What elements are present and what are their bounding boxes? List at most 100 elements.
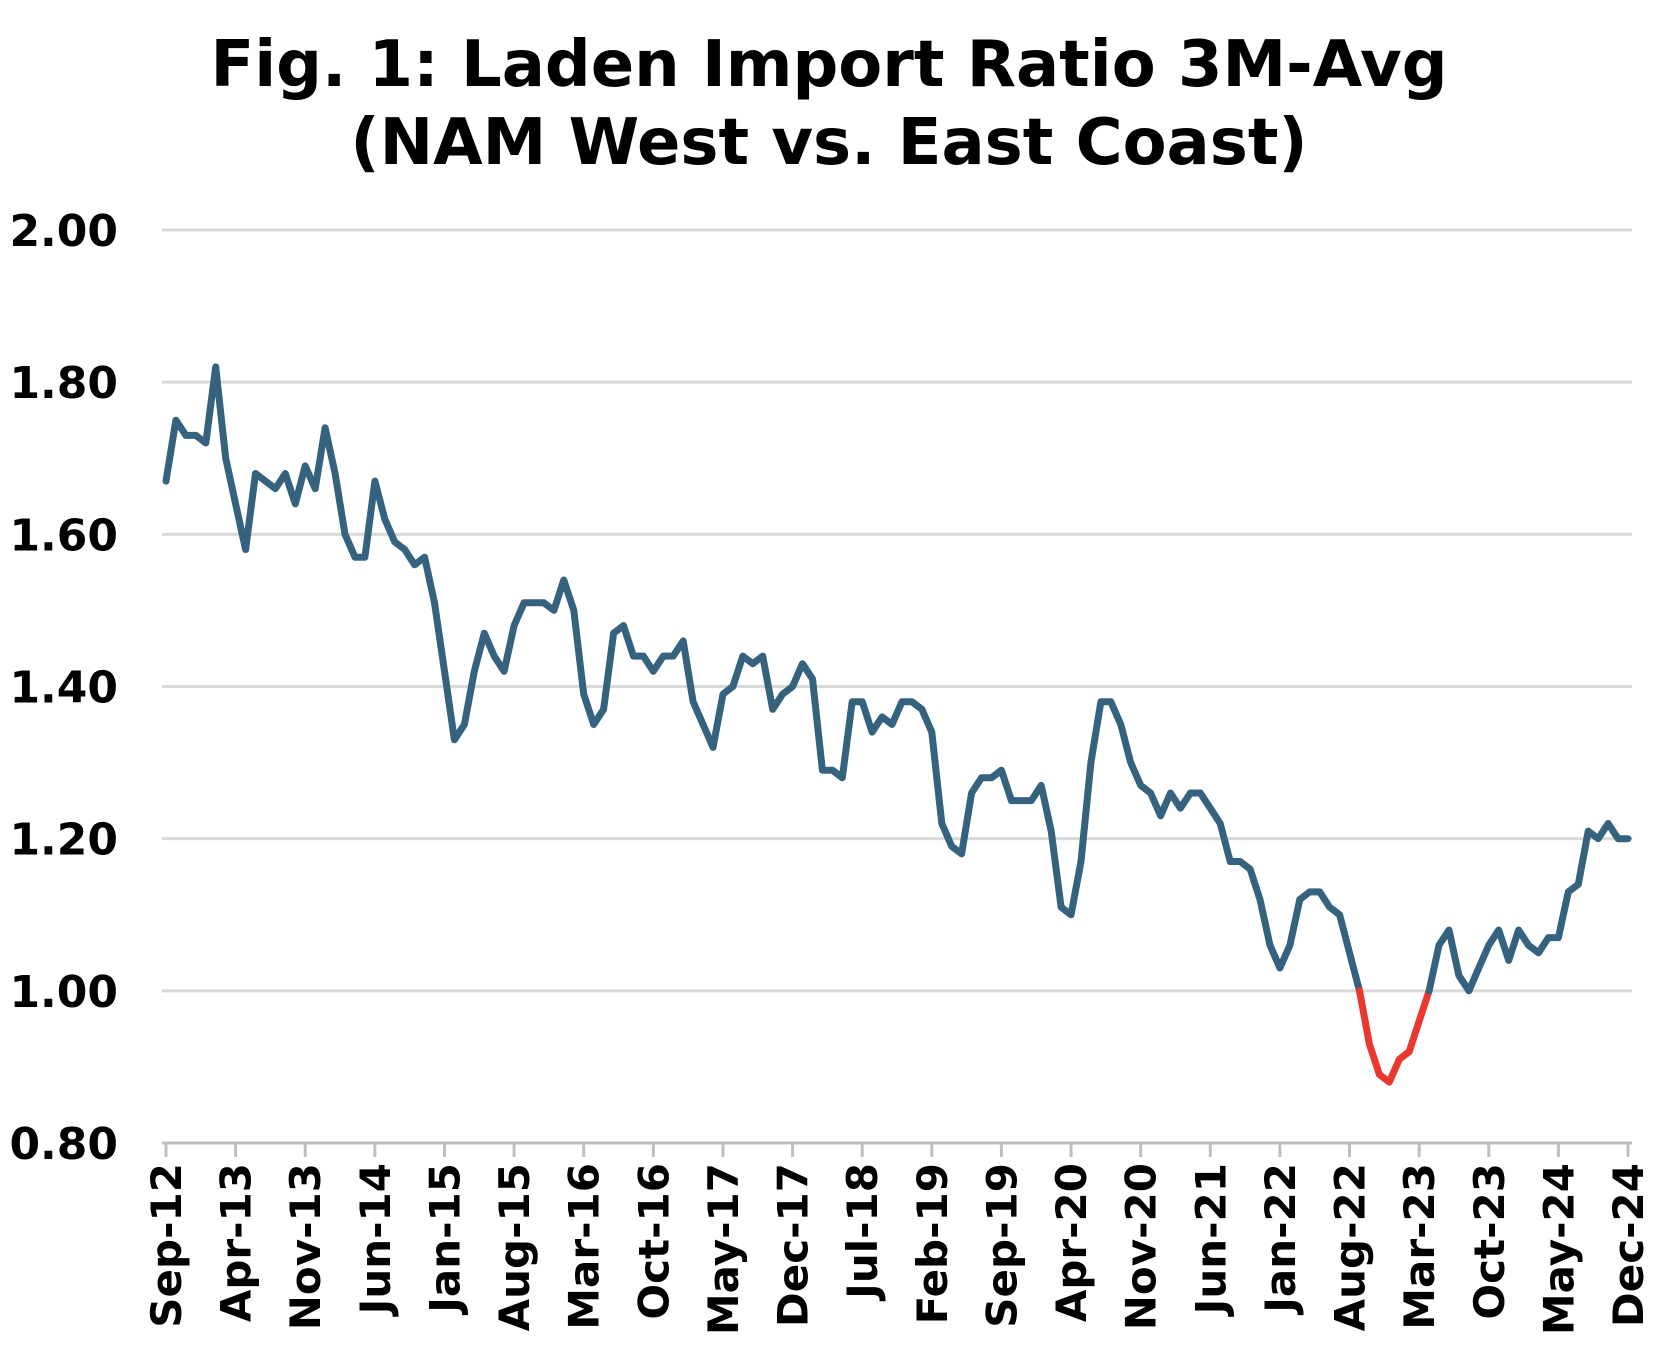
data-point xyxy=(710,744,716,750)
data-point xyxy=(183,432,189,438)
data-point xyxy=(909,699,915,705)
series-layer xyxy=(162,363,1632,1086)
data-point xyxy=(1078,858,1084,864)
data-point xyxy=(1526,942,1532,948)
data-point xyxy=(392,539,398,545)
data-point xyxy=(302,463,308,469)
data-point xyxy=(1466,988,1472,994)
data-point xyxy=(1595,836,1601,842)
data-point xyxy=(412,562,418,568)
data-point xyxy=(899,699,905,705)
data-point xyxy=(1456,973,1462,979)
data-point xyxy=(1287,942,1293,948)
data-point xyxy=(1436,942,1442,948)
x-tick-label: Sep-12 xyxy=(142,1163,191,1328)
data-point xyxy=(1158,813,1164,819)
data-point xyxy=(491,653,497,659)
data-point xyxy=(1317,889,1323,895)
x-axis: Sep-12 Apr-13 Nov-13 Jun-14 Jan-15 Aug-15 Mar-… xyxy=(142,1141,1653,1335)
chart-title: Fig. 1: Laden Import Ratio 3M-Avg (NAM W… xyxy=(0,26,1658,182)
data-point xyxy=(1177,805,1183,811)
data-point xyxy=(1008,798,1014,804)
x-tick-label: Aug-15 xyxy=(490,1163,539,1331)
data-point xyxy=(1535,950,1541,956)
chart-title-line2: (NAM West vs. East Coast) xyxy=(350,106,1308,180)
data-point xyxy=(213,364,219,370)
data-point xyxy=(1267,942,1273,948)
gridlines xyxy=(162,228,1632,993)
data-point xyxy=(919,706,925,712)
data-point xyxy=(1376,1072,1382,1078)
data-point xyxy=(979,775,985,781)
data-point xyxy=(859,699,865,705)
data-point xyxy=(1486,942,1492,948)
data-point xyxy=(1038,782,1044,788)
data-point xyxy=(1138,782,1144,788)
data-point xyxy=(611,630,617,636)
data-point xyxy=(740,653,746,659)
x-tick-label: Oct-16 xyxy=(629,1163,678,1320)
data-point xyxy=(372,478,378,484)
x-tick-label: Aug-22 xyxy=(1326,1163,1375,1331)
data-point xyxy=(1625,836,1631,842)
data-point xyxy=(1426,988,1432,994)
data-point xyxy=(1327,904,1333,910)
data-point xyxy=(541,600,547,606)
data-point xyxy=(929,729,935,735)
x-tick-label: Mar-16 xyxy=(560,1163,609,1330)
x-tick-label: Jul-18 xyxy=(838,1163,887,1302)
x-tick-label: Jun-14 xyxy=(351,1163,400,1317)
data-point xyxy=(879,714,885,720)
data-point xyxy=(1207,805,1213,811)
data-point xyxy=(650,668,656,674)
data-point xyxy=(382,516,388,522)
data-point xyxy=(988,775,994,781)
data-point xyxy=(253,470,259,476)
data-point xyxy=(1257,897,1263,903)
data-point xyxy=(1356,988,1362,994)
data-point xyxy=(422,554,428,560)
y-tick-label: 0.80 xyxy=(9,1119,118,1170)
data-point xyxy=(1615,836,1621,842)
x-tick-label: Feb-19 xyxy=(908,1163,957,1324)
data-point xyxy=(1545,935,1551,941)
data-point xyxy=(1168,790,1174,796)
y-tick-label: 1.40 xyxy=(9,663,118,714)
data-point xyxy=(1128,760,1134,766)
data-point xyxy=(561,577,567,583)
data-point xyxy=(1337,912,1343,918)
y-tick-label: 1.60 xyxy=(9,510,118,561)
data-point xyxy=(959,851,965,857)
x-tick-label: Mar-23 xyxy=(1395,1163,1444,1330)
data-point xyxy=(581,691,587,697)
data-point xyxy=(163,478,169,484)
data-point xyxy=(670,653,676,659)
y-tick-label: 1.20 xyxy=(9,815,118,866)
data-point xyxy=(1476,965,1482,971)
data-point xyxy=(1018,798,1024,804)
chart-title-line1: Fig. 1: Laden Import Ratio 3M-Avg xyxy=(210,28,1448,102)
data-point xyxy=(481,630,487,636)
data-point xyxy=(1217,820,1223,826)
data-point xyxy=(1088,760,1094,766)
data-point xyxy=(1347,950,1353,956)
data-point xyxy=(998,767,1004,773)
data-point xyxy=(521,600,527,606)
data-point xyxy=(282,470,288,476)
x-tick-label: Jan-15 xyxy=(420,1163,469,1316)
data-point xyxy=(839,775,845,781)
data-point xyxy=(461,722,467,728)
x-tick-label: Nov-13 xyxy=(281,1163,330,1330)
data-point xyxy=(342,531,348,537)
data-point xyxy=(362,554,368,560)
data-point xyxy=(1148,790,1154,796)
data-point xyxy=(620,623,626,629)
data-point xyxy=(531,600,537,606)
data-point xyxy=(889,722,895,728)
data-point xyxy=(1098,699,1104,705)
data-point xyxy=(223,455,229,461)
data-point xyxy=(630,653,636,659)
data-point xyxy=(770,706,776,712)
data-point xyxy=(1247,866,1253,872)
data-point xyxy=(1516,927,1522,933)
